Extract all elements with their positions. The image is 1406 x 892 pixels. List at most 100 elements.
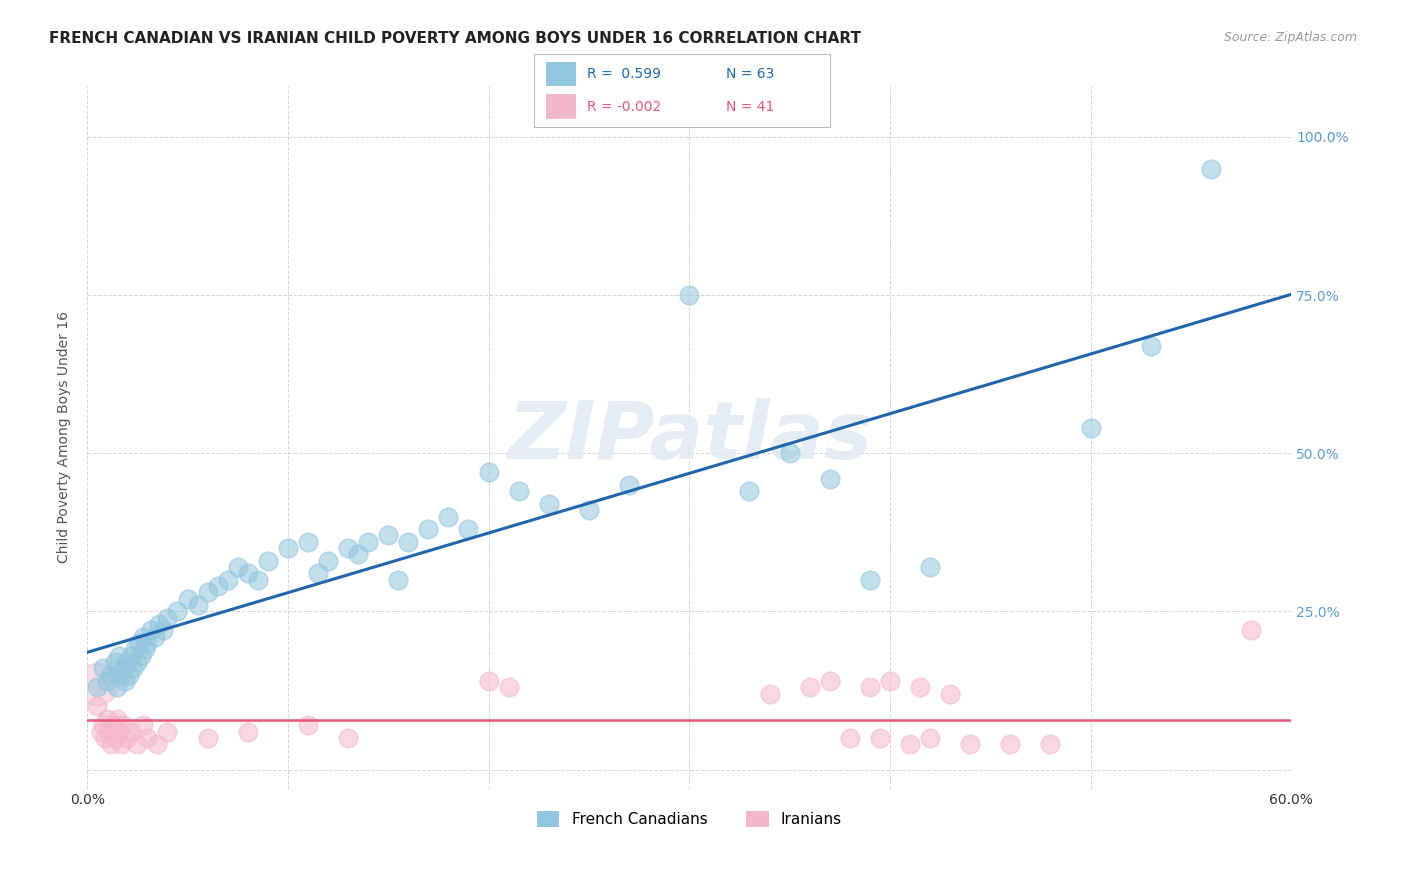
Point xyxy=(103,718,125,732)
Point xyxy=(207,579,229,593)
Text: N = 41: N = 41 xyxy=(725,100,775,113)
Point xyxy=(758,687,780,701)
Text: R =  0.599: R = 0.599 xyxy=(588,67,661,80)
Point xyxy=(132,630,155,644)
Point xyxy=(166,604,188,618)
Point xyxy=(799,681,821,695)
Point xyxy=(307,566,329,581)
Text: ZIPatlas: ZIPatlas xyxy=(506,399,872,476)
Point xyxy=(838,731,860,745)
Point xyxy=(316,554,339,568)
Point xyxy=(105,712,128,726)
Point xyxy=(779,446,801,460)
Point xyxy=(537,497,560,511)
Point xyxy=(236,566,259,581)
Point xyxy=(1080,421,1102,435)
Point xyxy=(96,712,118,726)
Point xyxy=(277,541,299,556)
Point xyxy=(859,681,882,695)
Point xyxy=(90,724,112,739)
Point xyxy=(118,667,141,681)
Point xyxy=(959,737,981,751)
Point xyxy=(112,718,135,732)
Point xyxy=(297,534,319,549)
Point xyxy=(105,681,128,695)
Point xyxy=(108,724,131,739)
Point xyxy=(1000,737,1022,751)
Point xyxy=(117,655,139,669)
Point xyxy=(122,661,145,675)
Point xyxy=(617,478,640,492)
Point xyxy=(134,642,156,657)
Point xyxy=(98,724,121,739)
Point xyxy=(120,724,142,739)
Point xyxy=(197,585,219,599)
Point xyxy=(387,573,409,587)
Point xyxy=(141,624,163,638)
Point xyxy=(437,509,460,524)
Point xyxy=(908,681,931,695)
Point xyxy=(920,731,942,745)
Point xyxy=(920,560,942,574)
Point xyxy=(91,718,114,732)
Point xyxy=(86,677,108,691)
Point xyxy=(818,673,841,688)
Point xyxy=(156,724,179,739)
Legend: French Canadians, Iranians: French Canadians, Iranians xyxy=(530,805,848,833)
Point xyxy=(94,731,117,745)
Point xyxy=(357,534,380,549)
Point xyxy=(120,648,142,663)
Point xyxy=(136,731,159,745)
Bar xyxy=(546,95,575,119)
Text: N = 63: N = 63 xyxy=(725,67,775,80)
Point xyxy=(197,731,219,745)
Point xyxy=(128,636,150,650)
Point xyxy=(104,655,127,669)
Point xyxy=(127,737,149,751)
Point xyxy=(377,528,399,542)
Point xyxy=(145,630,167,644)
Point xyxy=(146,737,169,751)
Y-axis label: Child Poverty Among Boys Under 16: Child Poverty Among Boys Under 16 xyxy=(58,311,72,564)
Point xyxy=(1039,737,1062,751)
Point xyxy=(110,737,132,751)
Point xyxy=(508,484,530,499)
Point xyxy=(396,534,419,549)
Text: Source: ZipAtlas.com: Source: ZipAtlas.com xyxy=(1223,31,1357,45)
Point xyxy=(498,681,520,695)
Point xyxy=(110,667,132,681)
Point xyxy=(124,642,146,657)
Point xyxy=(939,687,962,701)
Point xyxy=(477,465,499,479)
Point xyxy=(152,624,174,638)
Point xyxy=(186,598,208,612)
Text: FRENCH CANADIAN VS IRANIAN CHILD POVERTY AMONG BOYS UNDER 16 CORRELATION CHART: FRENCH CANADIAN VS IRANIAN CHILD POVERTY… xyxy=(49,31,862,46)
Point xyxy=(418,522,440,536)
Point xyxy=(148,617,170,632)
Point xyxy=(100,737,122,751)
Point xyxy=(1240,624,1263,638)
Point xyxy=(818,472,841,486)
Point xyxy=(246,573,269,587)
Point xyxy=(86,699,108,714)
Point xyxy=(156,611,179,625)
Point xyxy=(131,648,153,663)
Point xyxy=(678,288,700,302)
Point xyxy=(578,503,600,517)
Point xyxy=(256,554,278,568)
Point xyxy=(176,591,198,606)
Point xyxy=(117,731,139,745)
Point xyxy=(337,731,360,745)
Point xyxy=(136,636,159,650)
Point xyxy=(457,522,479,536)
Point xyxy=(879,673,901,688)
Point xyxy=(859,573,882,587)
Point xyxy=(236,724,259,739)
Point xyxy=(297,718,319,732)
Point xyxy=(226,560,249,574)
Point xyxy=(217,573,239,587)
Text: R = -0.002: R = -0.002 xyxy=(588,100,662,113)
Point xyxy=(477,673,499,688)
Point xyxy=(108,648,131,663)
Point xyxy=(869,731,891,745)
